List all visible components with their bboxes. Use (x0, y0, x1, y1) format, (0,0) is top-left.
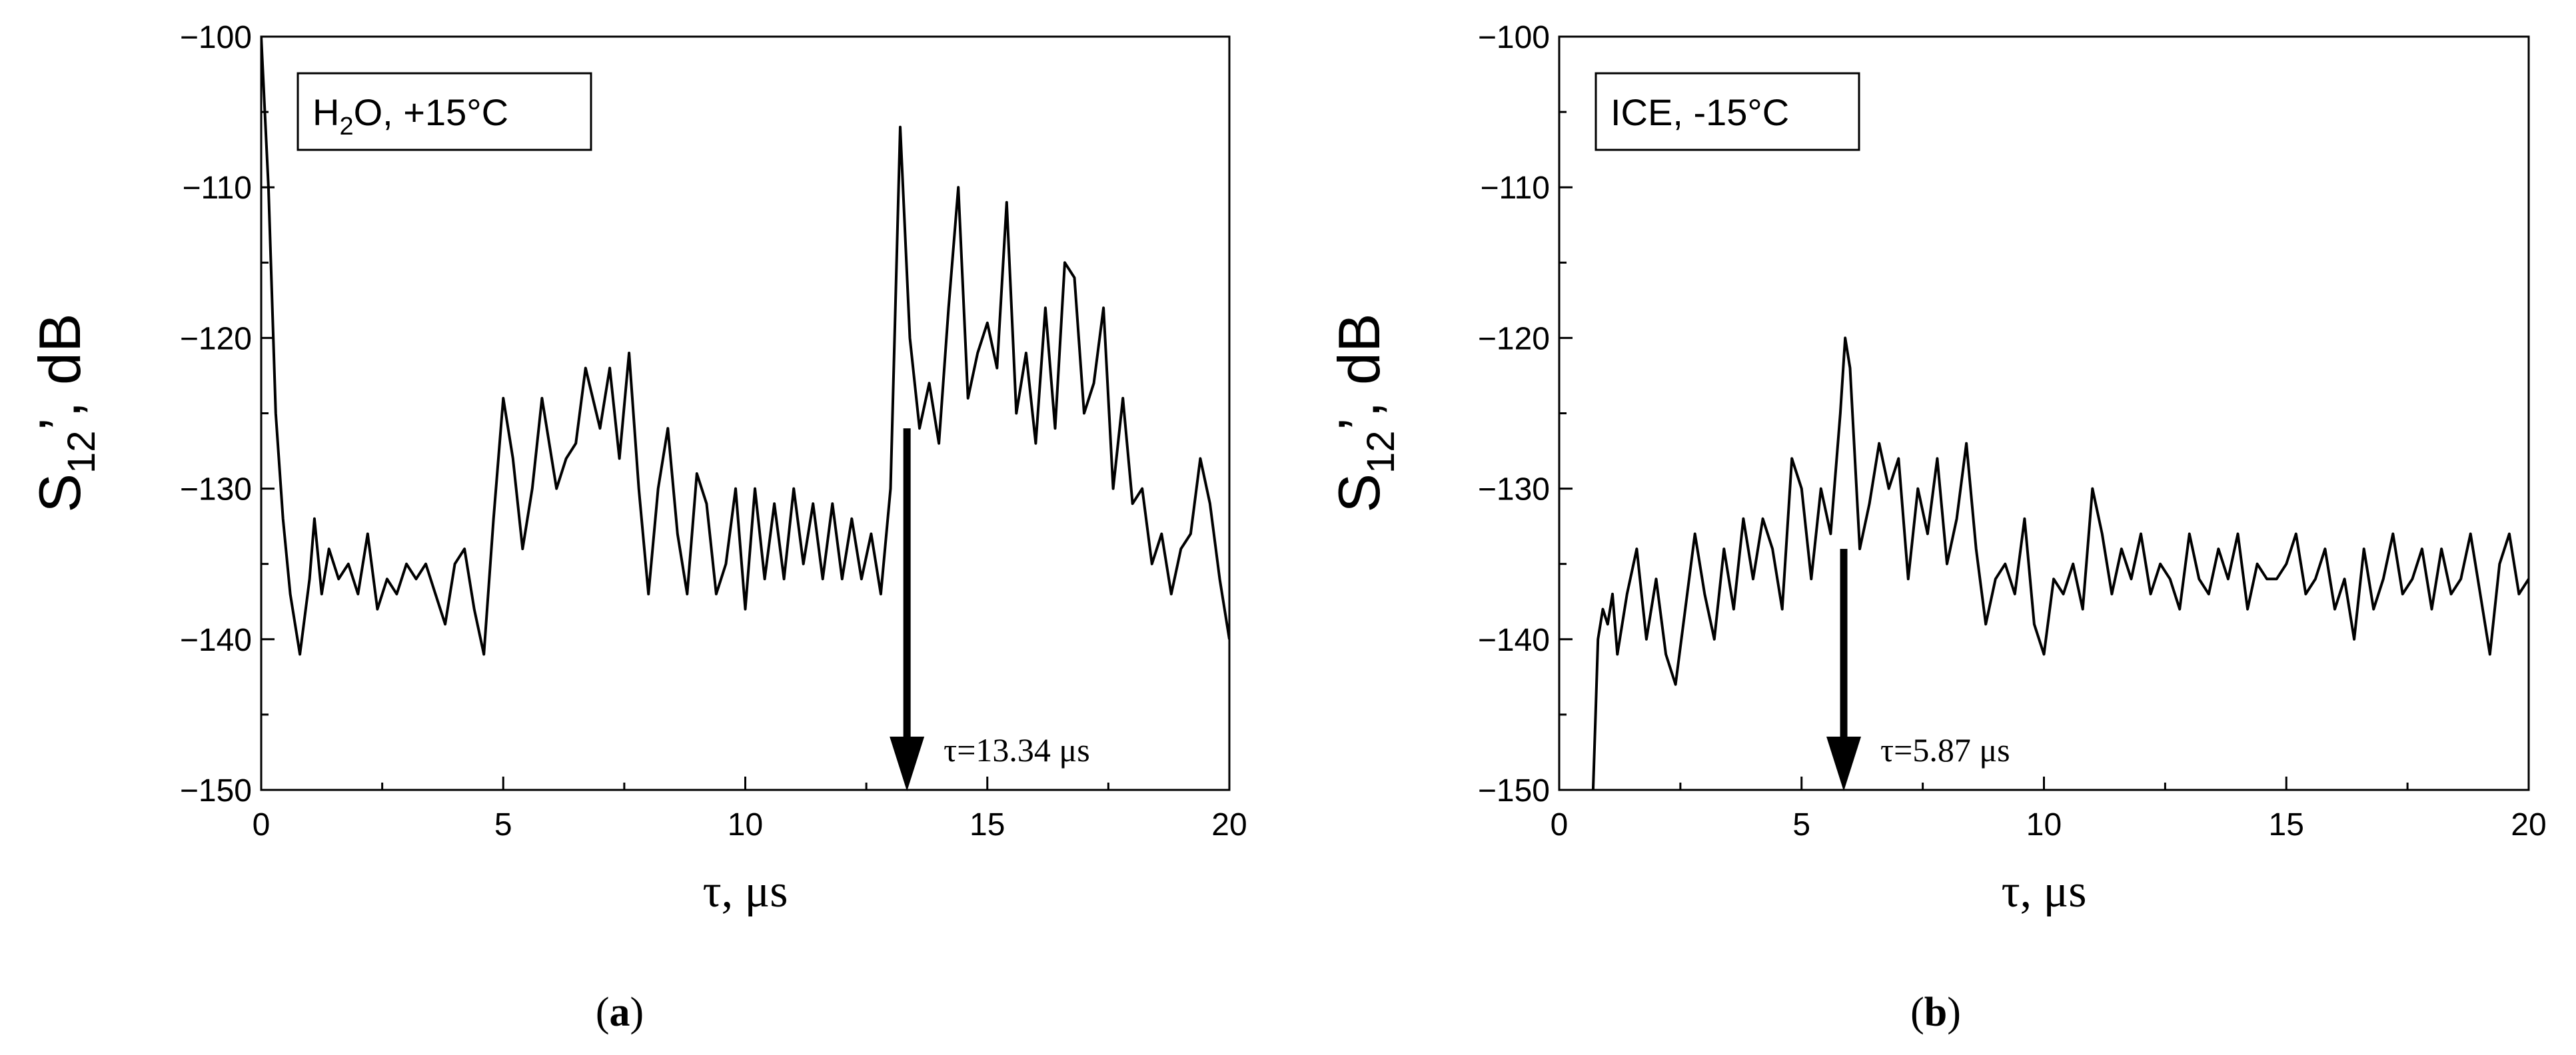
series-line (261, 37, 1229, 656)
y-tick-label: −100 (180, 20, 252, 55)
annotation-arrow-head (890, 737, 925, 791)
legend-label: ICE, -15°C (1610, 91, 1789, 133)
y-tick-label: −130 (180, 472, 252, 508)
x-tick-label: 20 (2511, 807, 2546, 843)
x-tick-label: 15 (969, 807, 1005, 843)
y-tick-label: −110 (182, 171, 252, 206)
y-tick-label: −150 (180, 773, 252, 809)
x-tick-label: 20 (1211, 807, 1247, 843)
x-tick-label: 15 (2269, 807, 2304, 843)
y-tick-label: −120 (1478, 321, 1550, 356)
chart-panel-b: 0 5 10 15 20 −100 −110 −120 −130 −140 −150 τ=5.87 μ… (1326, 20, 2547, 1035)
x-axis-label: τ, μs (2002, 866, 2087, 917)
y-tick-label: −150 (1478, 773, 1550, 809)
y-tick-label: −120 (180, 321, 252, 356)
legend-box (297, 72, 592, 151)
panel-label: (a) (596, 990, 644, 1035)
legend: ICE, -15°C (1595, 72, 1860, 151)
x-tick-label: 5 (494, 807, 512, 843)
chart-panel-a: 0 5 10 15 20 −100 −110 −120 −130 −140 −150 τ=13.34 … (27, 20, 1247, 1035)
panel-label: (b) (1910, 990, 1961, 1035)
annotation-label: τ=5.87 μs (1880, 731, 2010, 769)
legend-label: H2O, +15°C (313, 91, 508, 141)
y-axis-label: S12’, dB (1326, 313, 1403, 512)
y-tick-label: −140 (180, 623, 252, 658)
x-tick-label: 10 (2026, 807, 2062, 843)
y-tick-label: −140 (1478, 623, 1550, 658)
x-tick-label: 0 (1551, 807, 1569, 843)
legend: H2O, +15°C (297, 72, 592, 151)
x-tick-label: 10 (728, 807, 763, 843)
x-tick-label: 5 (1792, 807, 1810, 843)
annotation-label: τ=13.34 μs (944, 731, 1090, 769)
series-line (1591, 336, 2529, 790)
y-tick-label: −110 (1480, 171, 1550, 206)
y-axis-label: S12’, dB (27, 313, 103, 512)
legend-box (1595, 72, 1860, 151)
y-tick-label: −130 (1478, 472, 1550, 508)
annotation-arrow-head (1826, 737, 1862, 791)
y-tick-label: −100 (1478, 20, 1550, 55)
x-tick-label: 0 (253, 807, 271, 843)
x-axis-label: τ, μs (703, 866, 788, 917)
